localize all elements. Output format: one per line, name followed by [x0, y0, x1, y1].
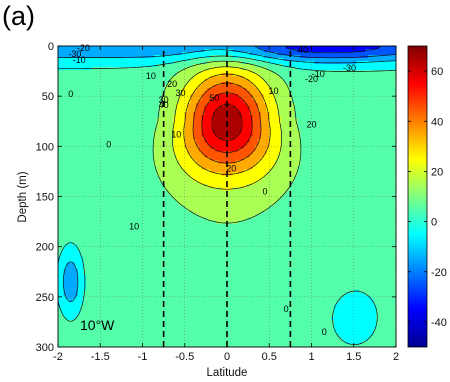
contour-10 — [152, 60, 302, 224]
contour-50 — [201, 92, 253, 153]
colorbar: -40 -20 0 20 40 60 — [407, 45, 447, 348]
x-tick-label: -0.5 — [175, 351, 194, 363]
x-axis-title: Latitude — [207, 367, 248, 379]
contour-label: -30 — [343, 63, 356, 73]
x-tick-label: 1 — [308, 351, 314, 363]
contour-label: 10 — [171, 129, 181, 139]
contour-label: -10 — [312, 69, 325, 79]
y-tick-label: 300 — [36, 342, 54, 354]
contour-label: 0 — [322, 327, 327, 337]
contour-label: 10 — [129, 222, 139, 232]
contour-40 — [192, 82, 262, 164]
contour-label: 0 — [68, 89, 73, 99]
y-tick-label: 200 — [36, 242, 54, 254]
contour-0 — [58, 55, 396, 345]
x-tick-label: 0 — [224, 351, 230, 363]
x-tick-label: 1.5 — [346, 351, 361, 363]
contour-label: 50 — [209, 93, 219, 103]
contour-label: 40 — [298, 45, 308, 55]
y-tick-label: 0 — [48, 41, 54, 53]
contour-label: 40 — [159, 100, 169, 110]
contour-label: -20 — [77, 43, 90, 53]
contour--10 — [58, 49, 396, 303]
y-tick-label: 250 — [36, 292, 54, 304]
colorbar-gradient — [407, 45, 428, 348]
contour-label: -10 — [73, 55, 86, 65]
contour-label: 30 — [159, 95, 169, 105]
contour-30 — [183, 73, 271, 175]
colorbar-tick-label: 60 — [431, 66, 443, 78]
contour-label: 20 — [226, 163, 236, 173]
colorbar-tick-label: -40 — [431, 317, 447, 329]
contour-label: 0 — [284, 304, 289, 314]
colorbar-tick-label: 40 — [431, 116, 443, 128]
contour-label: -20 — [305, 74, 318, 84]
panel-label: (a) — [2, 1, 35, 31]
x-tick-label: -1 — [138, 351, 148, 363]
x-tick-label: 2 — [393, 351, 399, 363]
colorbar-tick-label: -20 — [431, 267, 447, 279]
contour-label: 10 — [268, 86, 278, 96]
contour-20 — [171, 66, 283, 190]
x-tick-label: -1.5 — [91, 351, 110, 363]
contour-label: 20 — [306, 119, 316, 129]
contour-label: 0 — [262, 187, 267, 197]
contour-label: -30 — [68, 49, 81, 59]
contour-label: 30 — [175, 88, 185, 98]
y-tick-label: 150 — [36, 192, 54, 204]
y-axis-title: Depth (m) — [17, 171, 29, 222]
contour-60 — [211, 104, 243, 141]
contour-lines — [58, 46, 396, 345]
colorbar-tick-label: 0 — [431, 217, 437, 229]
y-tick-label: 50 — [42, 91, 54, 103]
contour-label: 10 — [146, 71, 156, 81]
contour-label: 20 — [167, 79, 177, 89]
y-tick-label: 100 — [36, 141, 54, 153]
location-annotation: 10°W — [80, 317, 115, 333]
x-tick-label: 0.5 — [262, 351, 277, 363]
x-tick-label: -2 — [53, 351, 63, 363]
contour-label: 0 — [106, 139, 111, 149]
colorbar-tick-label: 20 — [431, 166, 443, 178]
